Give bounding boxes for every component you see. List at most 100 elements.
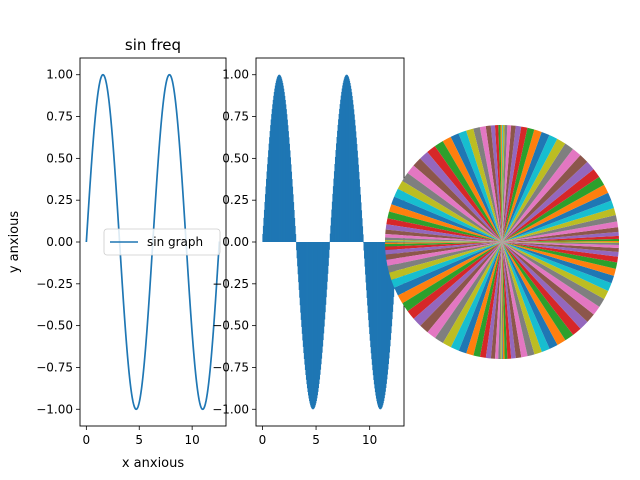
pie-slice bbox=[502, 161, 594, 242]
y-tick-label: 0.75 bbox=[46, 110, 73, 124]
pie-slice bbox=[502, 242, 619, 257]
pie-slice bbox=[502, 242, 581, 335]
y-tick-labels: −1.00 −0.75 −0.50 −0.25 0.00 0.25 0.50 0.75 1.00 bbox=[212, 68, 256, 416]
pie-slice bbox=[502, 169, 600, 242]
x-tick-label: 0 bbox=[259, 433, 267, 447]
y-tick-label: −0.25 bbox=[36, 277, 73, 291]
pie-slice bbox=[502, 125, 505, 242]
pie-slice bbox=[500, 242, 502, 359]
y-tick-label: 0.50 bbox=[46, 151, 73, 165]
bar bbox=[294, 226, 296, 242]
pie-slice bbox=[502, 242, 505, 359]
pie-slice bbox=[391, 196, 502, 242]
pie-slice bbox=[502, 242, 512, 359]
pie-slice bbox=[502, 242, 542, 355]
pie-slice bbox=[502, 242, 535, 357]
pie-slice bbox=[485, 242, 502, 359]
pie-slice bbox=[502, 242, 614, 284]
y-tick-label: −0.25 bbox=[212, 277, 249, 291]
pie-slice bbox=[402, 173, 502, 242]
pie-slice bbox=[490, 242, 502, 359]
pie-slice bbox=[502, 242, 503, 360]
pie-slice bbox=[502, 242, 528, 358]
pie-slice bbox=[502, 238, 619, 242]
pie-slice bbox=[502, 242, 620, 244]
pie-slice bbox=[502, 126, 528, 242]
pie-slice bbox=[502, 176, 605, 242]
pie-slice bbox=[479, 242, 502, 358]
pie-slice bbox=[502, 242, 600, 315]
pie-slice bbox=[502, 231, 619, 242]
pie-slice bbox=[473, 242, 502, 357]
y-tick-label: 0.75 bbox=[222, 110, 249, 124]
bar bbox=[328, 242, 330, 258]
pie-slice bbox=[397, 242, 502, 304]
pie-slice bbox=[502, 184, 609, 242]
pie-slice bbox=[427, 242, 502, 338]
pie-slice bbox=[502, 143, 573, 242]
x-tick-label: 5 bbox=[312, 433, 320, 447]
y-tick-label: −0.50 bbox=[212, 319, 249, 333]
pie-slice bbox=[502, 125, 522, 242]
pie-slice bbox=[502, 242, 605, 307]
pie-slice bbox=[494, 125, 502, 242]
pie-slice bbox=[502, 242, 550, 352]
bar bbox=[295, 234, 297, 242]
pie-slice bbox=[490, 125, 502, 242]
pie-slice bbox=[458, 242, 502, 354]
pie-slice bbox=[427, 146, 502, 242]
bar bbox=[328, 242, 330, 250]
pie-slice bbox=[394, 242, 502, 296]
pie-slice bbox=[502, 242, 566, 345]
pie-slice bbox=[502, 125, 516, 242]
x-axis-label: x anxious bbox=[122, 456, 185, 471]
pie-slice bbox=[479, 126, 502, 242]
x-tick-labels: 0 5 10 bbox=[259, 426, 377, 447]
pie-slice bbox=[387, 242, 502, 273]
pie-slice bbox=[385, 242, 502, 251]
pie-slice bbox=[502, 242, 609, 299]
pie-slice bbox=[498, 242, 502, 359]
pie-slice bbox=[434, 141, 502, 242]
pie-slice bbox=[387, 211, 502, 242]
pie-slice bbox=[502, 240, 620, 242]
pie-slice bbox=[502, 242, 619, 249]
pie-slice bbox=[502, 200, 614, 242]
axes-bar-chart: 0 5 10 −1.00 −0.75 −0.50 −0.25 0.00 0.25 0.50 0.7… bbox=[212, 57, 405, 447]
pie-slice bbox=[386, 242, 502, 266]
pie-slice bbox=[394, 188, 502, 242]
pie-slice bbox=[442, 242, 502, 348]
pie-slice bbox=[385, 229, 502, 242]
pie-slice bbox=[502, 192, 612, 242]
pie-slice bbox=[502, 235, 619, 242]
pie-slice bbox=[385, 239, 502, 242]
y-tick-label: 1.00 bbox=[222, 68, 249, 82]
pie-slice bbox=[420, 151, 502, 242]
legend: sin graph bbox=[103, 228, 221, 256]
pie-slice bbox=[402, 242, 502, 312]
pie-slice bbox=[386, 218, 502, 242]
pie-slice bbox=[384, 241, 502, 242]
legend-box bbox=[103, 228, 221, 256]
y-tick-label: 0.25 bbox=[46, 193, 73, 207]
pie-slice bbox=[384, 241, 502, 243]
y-tick-label: 0.00 bbox=[46, 235, 73, 249]
y-tick-label: −0.75 bbox=[36, 360, 73, 374]
pie-slice bbox=[385, 242, 502, 247]
pie-slice bbox=[502, 155, 588, 242]
pie-slice bbox=[389, 242, 502, 280]
pie-slice bbox=[385, 242, 502, 245]
pie-slice bbox=[502, 242, 508, 359]
y-tick-labels: −1.00 −0.75 −0.50 −0.25 0.00 0.25 0.50 0.75 1.00 bbox=[36, 68, 80, 416]
pie-slice bbox=[466, 128, 502, 242]
pie-slice bbox=[502, 242, 594, 322]
bar bbox=[361, 226, 364, 242]
x-tick-label: 10 bbox=[185, 433, 200, 447]
pie-slice bbox=[458, 130, 502, 242]
pie-slice bbox=[502, 242, 619, 263]
pie-slice bbox=[450, 242, 502, 351]
pie-slice bbox=[407, 165, 502, 242]
pie-slice bbox=[502, 242, 522, 359]
